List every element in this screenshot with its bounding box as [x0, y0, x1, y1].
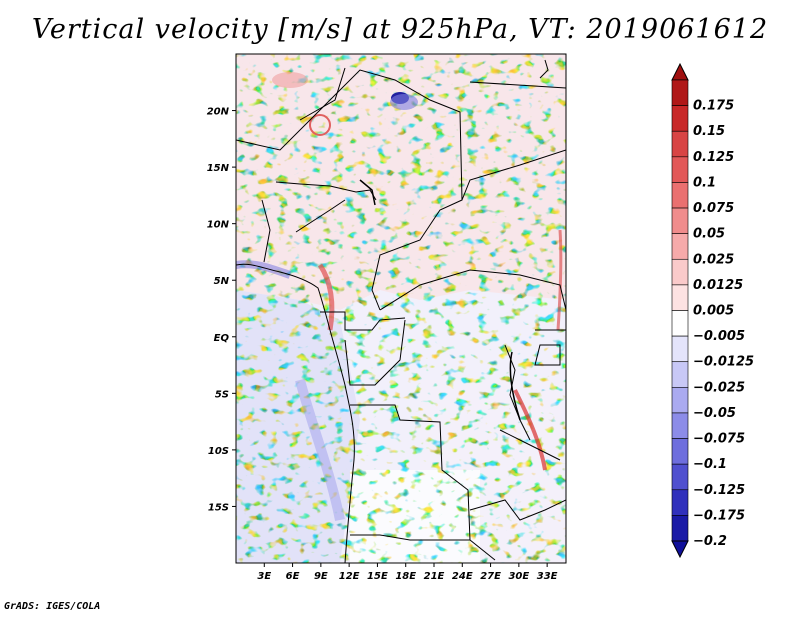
- colorbar-swatch: [671, 438, 689, 465]
- lon-tick-label: 27E: [480, 571, 501, 582]
- lon-tick-label: 21E: [424, 571, 445, 582]
- map-area: 20N 15N 10N 5N EQ 5S 10S 15S 3E 6E 9E 12E 15E 18E 21E…: [207, 53, 567, 582]
- lat-tick-label: 5N: [214, 276, 230, 287]
- colorbar-swatch: [671, 207, 689, 234]
- lon-tick-label: 18E: [395, 571, 416, 582]
- lat-tick-label: 15N: [207, 163, 230, 174]
- lat-tick-label: EQ: [214, 333, 230, 344]
- colorbar-label: −0.2: [693, 534, 727, 549]
- colorbar-swatch: [671, 258, 689, 286]
- colorbar-swatch: [671, 233, 689, 260]
- colorbar-label: 0.075: [693, 201, 734, 216]
- colorbar-bottom-arrow: [671, 540, 689, 559]
- colorbar-label: 0.175: [693, 99, 734, 114]
- colorbar-label: −0.075: [693, 432, 745, 447]
- colorbar: 0.175 0.15 0.125 0.1 0.075 0.05 0.025 0.0125 0.0…: [671, 62, 754, 559]
- colorbar-swatch: [671, 463, 689, 491]
- lon-tick-label: 15E: [367, 571, 388, 582]
- colorbar-label: −0.025: [693, 380, 745, 395]
- boundaries: [236, 59, 566, 563]
- colorbar-swatch: [671, 105, 689, 132]
- lon-tick-label: 9E: [314, 571, 328, 582]
- colorbar-swatch: [671, 182, 689, 209]
- longitude-axis: 3E 6E 9E 12E 15E 18E 21E 24E 27E 30E 33E: [257, 563, 558, 582]
- lon-tick-label: 33E: [537, 571, 558, 582]
- colorbar-label: 0.025: [693, 252, 734, 267]
- chart-title: Vertical velocity [m/s] at 925hPa, VT: 2…: [31, 14, 769, 45]
- velocity-field: [236, 54, 566, 563]
- colorbar-swatch: [671, 156, 689, 183]
- colorbar-label: 0.125: [693, 150, 734, 165]
- colorbar-label: 0.005: [693, 304, 734, 319]
- colorbar-label: 0.15: [693, 124, 725, 139]
- colorbar-swatch: [671, 310, 689, 337]
- latitude-axis: 20N 15N 10N 5N EQ 5S 10S 15S: [207, 107, 236, 513]
- colorbar-label: −0.0125: [693, 355, 754, 370]
- colorbar-label: 0.0125: [693, 278, 743, 293]
- lat-tick-label: 10N: [207, 220, 230, 231]
- colorbar-swatch: [671, 515, 689, 542]
- colorbar-swatch: [671, 284, 689, 311]
- colorbar-label: −0.1: [693, 457, 727, 472]
- map-frame: [235, 53, 567, 564]
- colorbar-swatch: [671, 79, 689, 106]
- lon-tick-label: 24E: [452, 571, 473, 582]
- colorbar-label: 0.1: [693, 175, 716, 190]
- colorbar-swatch: [671, 130, 689, 158]
- grads-credit: GrADS: IGES/COLA: [4, 601, 101, 612]
- colorbar-label: −0.05: [693, 406, 736, 421]
- colorbar-swatch: [671, 361, 689, 388]
- lon-tick-label: 3E: [257, 571, 271, 582]
- lat-tick-label: 15S: [208, 502, 229, 513]
- lon-tick-label: 12E: [339, 571, 360, 582]
- colorbar-swatch: [671, 387, 689, 414]
- colorbar-label: −0.005: [693, 329, 745, 344]
- colorbar-label: −0.125: [693, 483, 745, 498]
- lat-tick-label: 5S: [215, 389, 229, 400]
- lat-tick-label: 20N: [207, 107, 230, 118]
- colorbar-swatch: [671, 489, 689, 516]
- lon-tick-label: 6E: [286, 571, 300, 582]
- colorbar-label: 0.05: [693, 227, 725, 242]
- colorbar-top-arrow: [671, 62, 689, 81]
- colorbar-label: −0.175: [693, 508, 745, 523]
- colorbar-swatch: [671, 412, 689, 439]
- lat-tick-label: 10S: [208, 446, 229, 457]
- lon-tick-label: 30E: [508, 571, 529, 582]
- colorbar-swatch: [671, 335, 689, 363]
